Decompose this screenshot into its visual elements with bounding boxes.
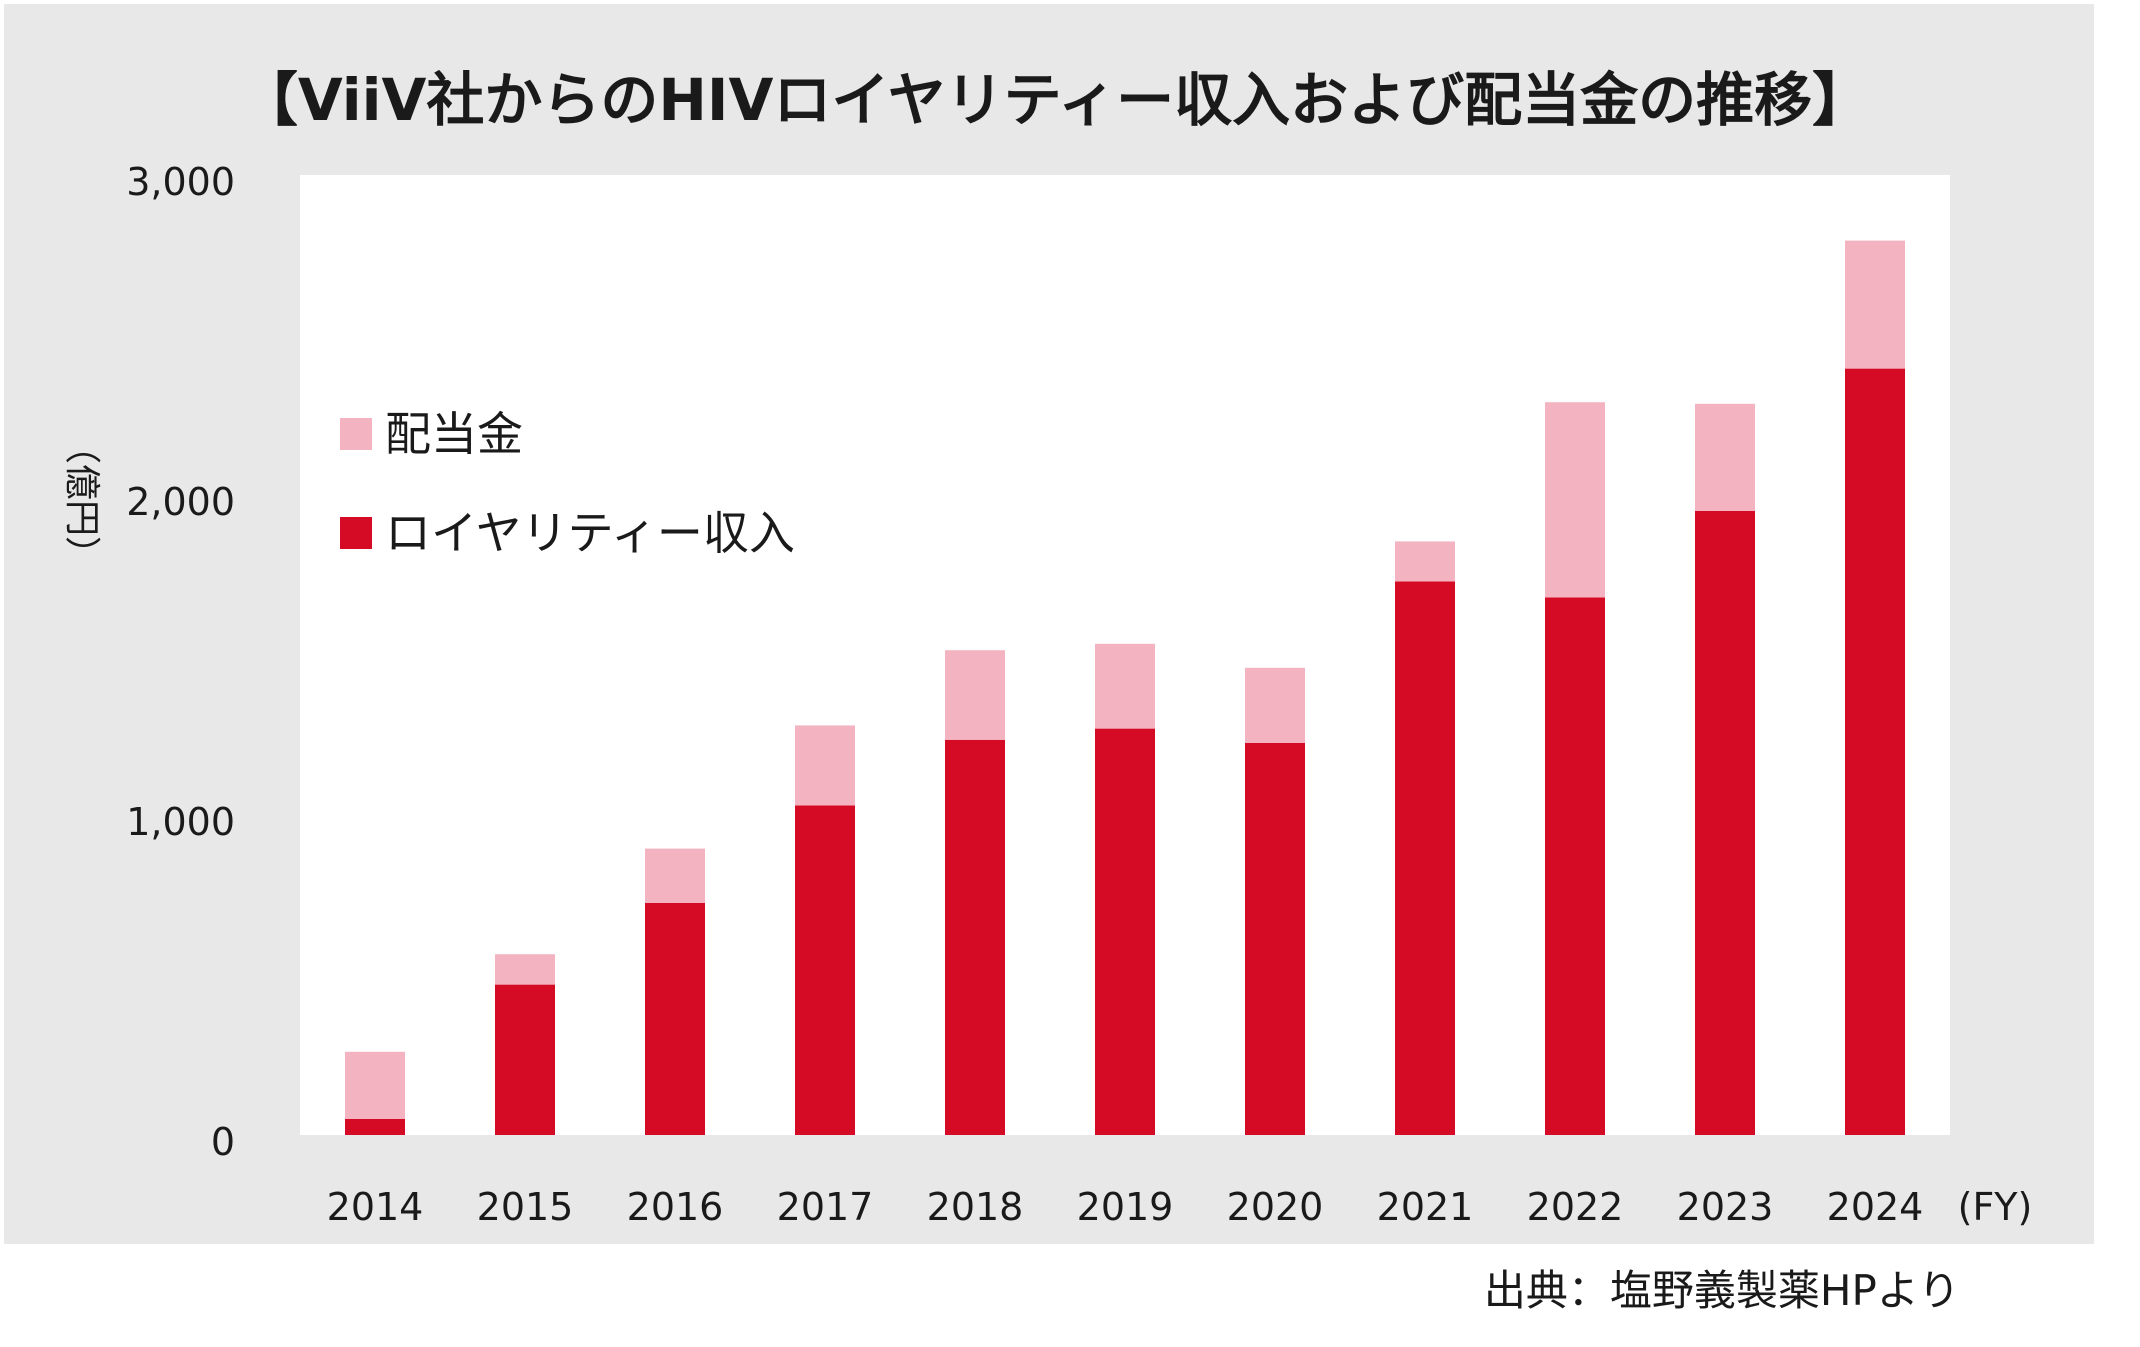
bar-dividend-2023: [1695, 403, 1755, 511]
x-tick-label: 2020: [1227, 1185, 1324, 1229]
bar-dividend-2018: [945, 650, 1005, 740]
bar-dividend-2024: [1845, 240, 1905, 369]
bar-royalty-2021: [1395, 581, 1455, 1135]
bar-dividend-2022: [1545, 402, 1605, 598]
x-tick-label: 2016: [627, 1185, 724, 1229]
bar-dividend-2020: [1245, 667, 1305, 743]
bar-royalty-2016: [645, 903, 705, 1135]
bar-royalty-2018: [945, 739, 1005, 1135]
bar-dividend-2014: [345, 1051, 405, 1119]
x-tick-label: 2023: [1677, 1185, 1774, 1229]
x-tick-label: 2018: [927, 1185, 1024, 1229]
bar-dividend-2015: [495, 954, 555, 985]
y-tick-label: 3,000: [126, 160, 235, 204]
legend-label-royalty: ロイヤリティー収入: [385, 506, 795, 560]
bar-dividend-2016: [645, 848, 705, 903]
x-axis-unit-label: (FY): [1958, 1185, 2033, 1229]
bar-royalty-2019: [1095, 728, 1155, 1135]
bar-royalty-2015: [495, 984, 555, 1135]
bar-royalty-2022: [1545, 597, 1605, 1135]
y-tick-label: 0: [211, 1120, 235, 1164]
x-tick-label: 2022: [1527, 1185, 1624, 1229]
x-tick-label: 2017: [777, 1185, 874, 1229]
bar-royalty-2017: [795, 805, 855, 1135]
y-tick-label: 1,000: [126, 800, 235, 844]
bars: [345, 240, 1905, 1136]
bar-dividend-2021: [1395, 541, 1455, 582]
bar-dividend-2017: [795, 725, 855, 806]
chart-title: 【ViiV社からのHIVロイヤリティー収入および配当金の推移】: [240, 66, 1870, 134]
x-tick-label: 2019: [1077, 1185, 1174, 1229]
bar-royalty-2014: [345, 1119, 405, 1135]
x-axis: 2014 2015 2016 2017 2018 2019 2020 2021 2022 2023…: [327, 1185, 1924, 1229]
y-axis-unit-label: （億円）: [61, 428, 102, 572]
bar-royalty-2020: [1245, 743, 1305, 1135]
y-tick-label: 2,000: [126, 480, 235, 524]
legend-swatch-dividend: [340, 418, 372, 450]
legend-swatch-royalty: [340, 517, 372, 549]
legend-label-dividend: 配当金: [385, 407, 523, 461]
source-note: 出典：塩野義製薬HPより: [1484, 1266, 1960, 1315]
x-tick-label: 2024: [1827, 1185, 1924, 1229]
bar-dividend-2019: [1095, 643, 1155, 729]
bar-royalty-2024: [1845, 368, 1905, 1136]
x-tick-label: 2021: [1377, 1185, 1474, 1229]
y-axis: 0 1,000 2,000 3,000: [126, 160, 235, 1164]
x-tick-label: 2014: [327, 1185, 424, 1229]
bar-royalty-2023: [1695, 511, 1755, 1135]
x-tick-label: 2015: [477, 1185, 574, 1229]
legend: 配当金 ロイヤリティー収入: [340, 407, 795, 560]
